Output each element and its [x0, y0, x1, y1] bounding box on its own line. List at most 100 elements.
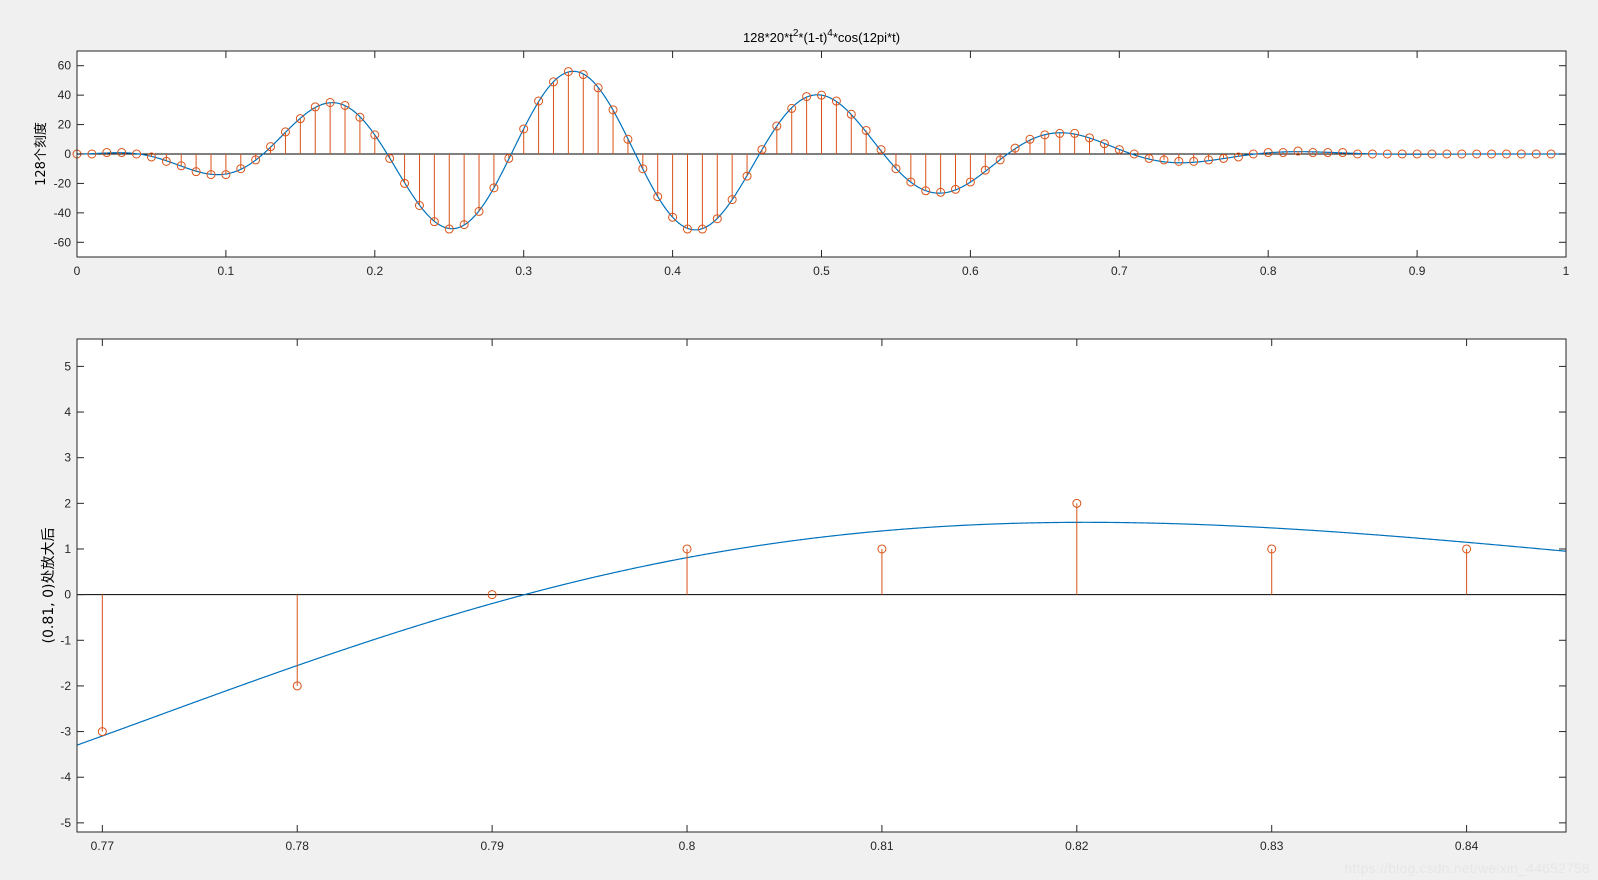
stem-marker	[921, 186, 931, 196]
bottom-axes: 0.77 0.78 0.79 0.8 0.81 0.82 0.83 0.84 -5 -4 -3 -2 -…	[41, 338, 1567, 853]
stem-marker	[1070, 128, 1080, 138]
stem-marker	[742, 171, 752, 181]
stem-marker	[846, 109, 856, 119]
stem-marker	[444, 224, 454, 234]
stem-marker	[355, 112, 365, 122]
stem-marker	[292, 681, 302, 691]
x-tick-label: 0.77	[91, 839, 115, 853]
stem-marker	[459, 220, 469, 230]
stem-marker	[1427, 149, 1437, 159]
stem-marker	[504, 153, 514, 163]
y-tick-label: -2	[60, 679, 71, 693]
stem-marker	[578, 70, 588, 80]
y-tick-label: -20	[54, 176, 72, 190]
stem-marker	[861, 125, 871, 135]
stem-marker	[1412, 149, 1422, 159]
y-tick-label: 0	[64, 147, 71, 161]
stem-marker	[563, 67, 573, 77]
title-part-tail: *cos(12pi*t)	[833, 30, 900, 45]
stem-marker	[474, 206, 484, 216]
bottom-axes-frame	[76, 338, 1567, 833]
stem-marker	[906, 177, 916, 187]
stem-marker	[951, 184, 961, 194]
stem-marker	[1174, 156, 1184, 166]
title-part-exp2: 4	[827, 28, 833, 39]
top-chart-title: 128*20*t2*(1-t)4*cos(12pi*t)	[743, 28, 900, 45]
stem-marker	[1025, 134, 1035, 144]
stem-marker	[400, 178, 410, 188]
x-tick-label: 0.8	[679, 839, 696, 853]
stem-marker	[877, 544, 887, 554]
title-part-mid: *(1-t)	[798, 30, 827, 45]
y-tick-label: 4	[64, 405, 71, 419]
x-tick-label: 0.3	[515, 264, 532, 278]
stem-marker	[295, 114, 305, 124]
stem-marker	[1442, 149, 1452, 159]
stem-marker	[385, 153, 395, 163]
stem-marker	[1397, 149, 1407, 159]
stem-marker	[340, 100, 350, 110]
stem-marker	[191, 167, 201, 177]
watermark-text: https://blog.csdn.net/weixin_44652758	[1344, 860, 1590, 876]
stem-marker	[831, 96, 841, 106]
stem-marker	[1129, 149, 1139, 159]
stem-marker	[325, 98, 335, 107]
x-tick-label: 0.82	[1065, 839, 1089, 853]
stem-marker	[891, 164, 901, 174]
stem-marker	[623, 134, 633, 144]
stem-marker	[682, 224, 692, 234]
stem-marker	[1159, 155, 1169, 165]
stem-marker	[638, 164, 648, 174]
stem-marker	[995, 155, 1005, 165]
y-tick-label: 60	[58, 59, 72, 73]
stem-marker	[117, 148, 127, 158]
stem-marker	[787, 103, 797, 113]
stem-marker	[1263, 148, 1273, 158]
stem-marker	[206, 170, 216, 180]
stem-marker	[772, 121, 782, 131]
stem-marker	[414, 201, 424, 210]
y-tick-label: -60	[54, 235, 72, 249]
stem-marker	[176, 161, 186, 171]
stem-marker	[102, 148, 112, 158]
stem-marker	[1114, 145, 1124, 155]
y-tick-label: 1	[64, 542, 71, 556]
stem-marker	[534, 96, 544, 106]
stem-marker	[727, 195, 737, 205]
y-tick-label: -4	[60, 770, 71, 784]
stem-marker	[817, 90, 826, 100]
stem-marker	[682, 544, 692, 554]
stem-marker	[1072, 498, 1082, 508]
y-tick-label: 3	[64, 451, 71, 465]
stem-marker	[1353, 149, 1363, 159]
signal-curve	[77, 70, 1566, 231]
stem-marker	[1323, 148, 1333, 158]
x-tick-label: 0.7	[1111, 264, 1128, 278]
top-plot-area	[72, 67, 1566, 234]
stem-marker	[1233, 152, 1243, 162]
y-tick-label: 20	[58, 118, 72, 132]
title-part-base: 128*20*t	[743, 30, 793, 45]
stem-marker	[370, 130, 380, 140]
x-tick-label: 0.1	[218, 264, 235, 278]
stem-marker	[1085, 133, 1095, 143]
top-axes: 0 0.1 0.2 0.3 0.4 0.5 0.6 0.7 0.8 0.9 1 -60 -40 -20 0 2…	[33, 28, 1570, 278]
stem-marker	[1462, 544, 1472, 554]
stem-marker	[936, 187, 946, 197]
bottom-y-axis-label: (0.81, 0)处放大后	[41, 528, 57, 644]
stem-marker	[280, 127, 290, 137]
x-tick-label: 0.84	[1455, 839, 1479, 853]
x-tick-label: 0.79	[480, 839, 504, 853]
x-tick-label: 1	[1563, 264, 1570, 278]
stem-marker	[1308, 148, 1318, 158]
stem-marker	[1516, 149, 1526, 159]
stem-marker	[221, 170, 231, 180]
stem-marker	[1338, 148, 1348, 158]
stem-marker	[980, 165, 990, 175]
stem-marker	[1293, 146, 1303, 156]
stem-marker	[161, 156, 171, 166]
stem-marker	[251, 155, 261, 165]
stem-marker	[1099, 139, 1109, 149]
stem-marker	[802, 92, 812, 102]
